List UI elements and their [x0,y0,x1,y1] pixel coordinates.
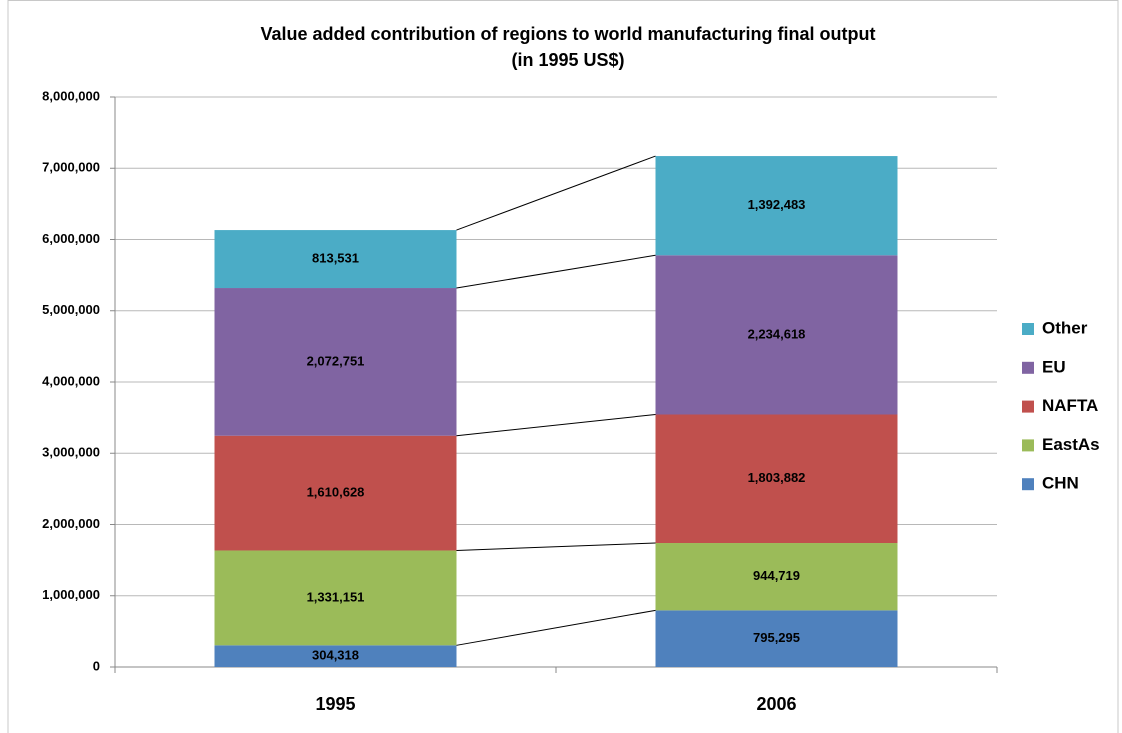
y-tick-label: 8,000,000 [42,88,100,103]
legend-label: EU [1042,357,1066,376]
legend-swatch [1022,361,1034,374]
legend-label: CHN [1042,474,1079,493]
y-tick-label: 4,000,000 [42,373,100,388]
value-label: 1,803,882 [748,470,806,485]
x-tick-label: 1995 [315,694,355,714]
bar-segment [655,610,898,667]
bar-segment [655,414,898,544]
legend-swatch [1022,478,1034,491]
value-label: 2,234,618 [748,326,806,341]
bar-segment [655,156,898,256]
x-tick-label: 2006 [756,694,796,714]
y-tick-label: 0 [93,658,100,673]
chart-border [7,0,1119,733]
value-label: 795,295 [753,630,800,645]
legend-label: Other [1042,318,1088,337]
series-connector [456,155,656,231]
value-label: 944,719 [753,568,800,583]
y-tick-label: 1,000,000 [42,587,100,602]
y-tick-label: 2,000,000 [42,516,100,531]
bar-segment [655,543,898,611]
y-tick-label: 6,000,000 [42,231,100,246]
value-label: 304,318 [312,648,359,663]
value-label: 1,610,628 [307,485,365,500]
legend-swatch [1022,439,1034,452]
bar-segment [655,255,898,415]
y-tick-label: 7,000,000 [42,160,100,175]
series-connector [456,609,656,646]
value-label: 813,531 [312,250,359,265]
bar-segment [214,288,457,436]
bar-segment [214,435,457,551]
y-tick-label: 3,000,000 [42,445,100,460]
series-connector [456,254,656,289]
y-tick-label: 5,000,000 [42,302,100,317]
bar-segment [214,550,457,646]
value-label: 2,072,751 [307,353,365,368]
bar-segment [214,645,457,667]
chart-subtitle: (in 1995 US$) [511,50,624,70]
series-connector [456,542,656,551]
legend-swatch [1022,323,1034,335]
value-label: 1,331,151 [307,589,365,604]
legend-label: NAFTA [1042,396,1098,415]
value-label: 1,392,483 [748,197,806,212]
legend-label: EastAs [1042,435,1100,454]
chart-title: Value added contribution of regions to w… [261,24,876,44]
series-connector [456,414,656,437]
bar-segment [214,230,457,289]
legend-swatch [1022,400,1034,413]
